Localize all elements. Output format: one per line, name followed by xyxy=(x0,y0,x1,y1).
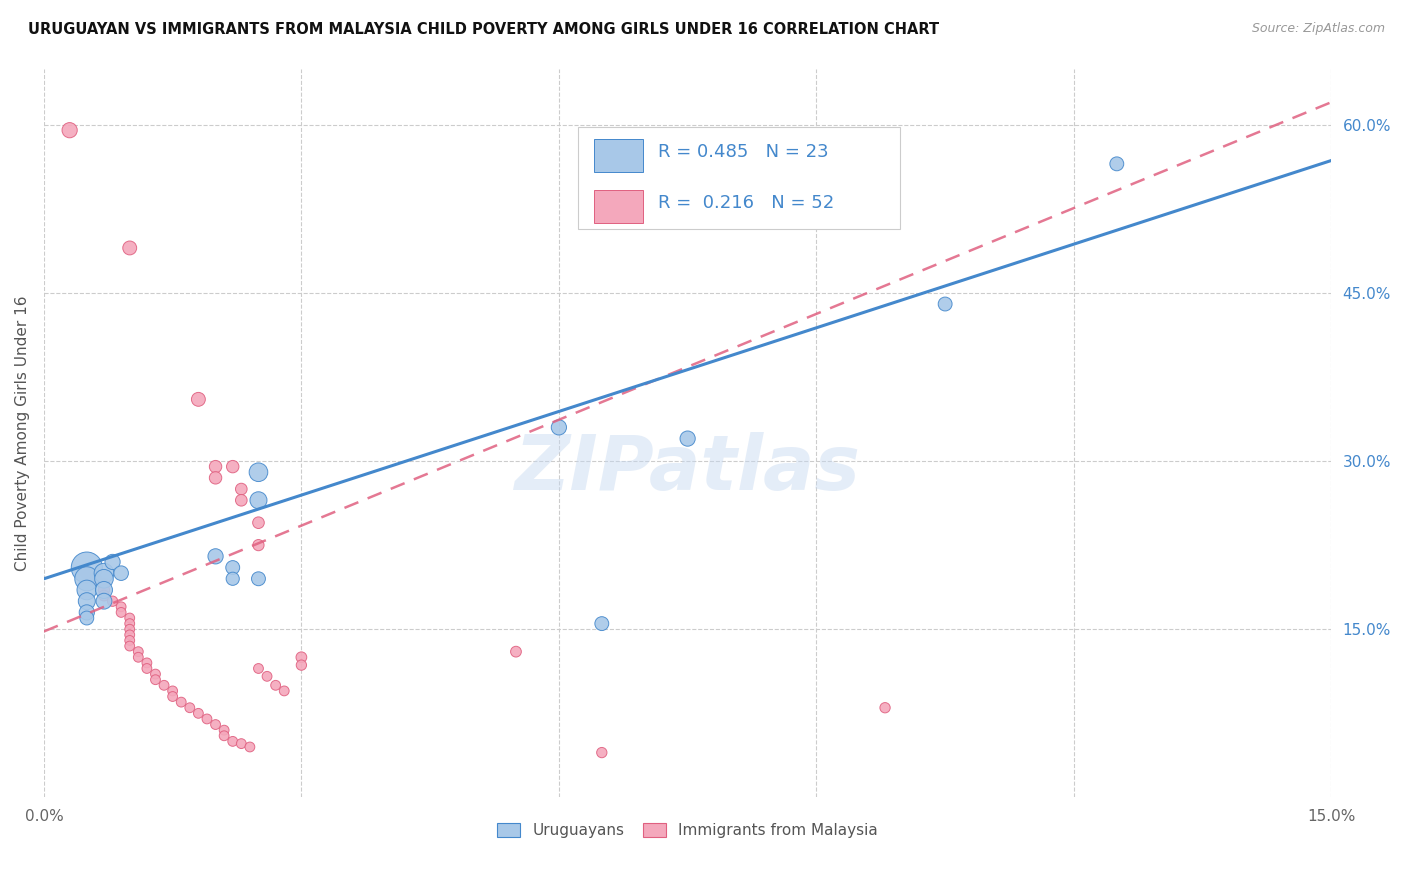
Point xyxy=(591,616,613,631)
Point xyxy=(76,566,98,581)
Point xyxy=(118,622,141,636)
Text: ZIPatlas: ZIPatlas xyxy=(515,433,860,507)
Point xyxy=(76,594,98,608)
Point xyxy=(162,690,184,704)
Point xyxy=(93,572,115,586)
Y-axis label: Child Poverty Among Girls Under 16: Child Poverty Among Girls Under 16 xyxy=(15,295,30,571)
Point xyxy=(256,669,278,683)
Point xyxy=(505,645,527,659)
Point xyxy=(247,572,270,586)
Point xyxy=(110,606,132,620)
Point xyxy=(110,599,132,614)
Point xyxy=(231,493,253,508)
FancyBboxPatch shape xyxy=(593,139,643,172)
Point xyxy=(76,560,98,574)
Point xyxy=(264,678,287,692)
Point xyxy=(93,582,115,597)
Point xyxy=(231,737,253,751)
Point xyxy=(934,297,956,311)
Point xyxy=(127,645,149,659)
Point xyxy=(1105,157,1128,171)
Point xyxy=(118,611,141,625)
Point xyxy=(222,572,245,586)
Point xyxy=(204,459,226,474)
Point xyxy=(591,746,613,760)
Point xyxy=(290,650,312,665)
Point xyxy=(76,611,98,625)
Point xyxy=(162,684,184,698)
Point xyxy=(110,566,132,581)
Point xyxy=(231,482,253,496)
Point xyxy=(135,656,157,670)
Point xyxy=(204,549,226,564)
Point xyxy=(170,695,193,709)
Point xyxy=(93,589,115,603)
Point xyxy=(222,459,245,474)
Point xyxy=(93,582,115,597)
Point xyxy=(76,606,98,620)
Point xyxy=(93,577,115,591)
Point xyxy=(247,538,270,552)
Point xyxy=(118,616,141,631)
Point xyxy=(873,700,896,714)
Point xyxy=(187,706,209,721)
Point xyxy=(153,678,176,692)
Point xyxy=(118,639,141,653)
Point xyxy=(118,241,141,255)
Point xyxy=(548,420,571,434)
Point xyxy=(195,712,218,726)
Point xyxy=(135,661,157,675)
Point xyxy=(59,123,82,137)
Point xyxy=(76,582,98,597)
Point xyxy=(204,471,226,485)
Point xyxy=(247,516,270,530)
FancyBboxPatch shape xyxy=(578,127,900,229)
Point xyxy=(93,594,115,608)
Point xyxy=(247,493,270,508)
Point xyxy=(676,432,699,446)
FancyBboxPatch shape xyxy=(593,190,643,223)
Point xyxy=(239,739,262,754)
Text: Source: ZipAtlas.com: Source: ZipAtlas.com xyxy=(1251,22,1385,36)
Legend: Uruguayans, Immigrants from Malaysia: Uruguayans, Immigrants from Malaysia xyxy=(491,817,884,845)
Point xyxy=(247,661,270,675)
Text: R = 0.485   N = 23: R = 0.485 N = 23 xyxy=(658,144,828,161)
Text: R =  0.216   N = 52: R = 0.216 N = 52 xyxy=(658,194,834,212)
Point xyxy=(101,555,124,569)
Point xyxy=(222,734,245,748)
Point xyxy=(93,566,115,581)
Point xyxy=(101,594,124,608)
Point xyxy=(212,723,235,738)
Text: URUGUAYAN VS IMMIGRANTS FROM MALAYSIA CHILD POVERTY AMONG GIRLS UNDER 16 CORRELA: URUGUAYAN VS IMMIGRANTS FROM MALAYSIA CH… xyxy=(28,22,939,37)
Point xyxy=(84,572,107,586)
Point xyxy=(145,667,167,681)
Point xyxy=(273,684,295,698)
Point xyxy=(118,628,141,642)
Point xyxy=(118,633,141,648)
Point xyxy=(76,572,98,586)
Point xyxy=(212,729,235,743)
Point xyxy=(247,465,270,479)
Point xyxy=(204,717,226,731)
Point xyxy=(222,560,245,574)
Point xyxy=(187,392,209,407)
Point xyxy=(179,700,201,714)
Point xyxy=(127,650,149,665)
Point xyxy=(145,673,167,687)
Point xyxy=(290,658,312,673)
